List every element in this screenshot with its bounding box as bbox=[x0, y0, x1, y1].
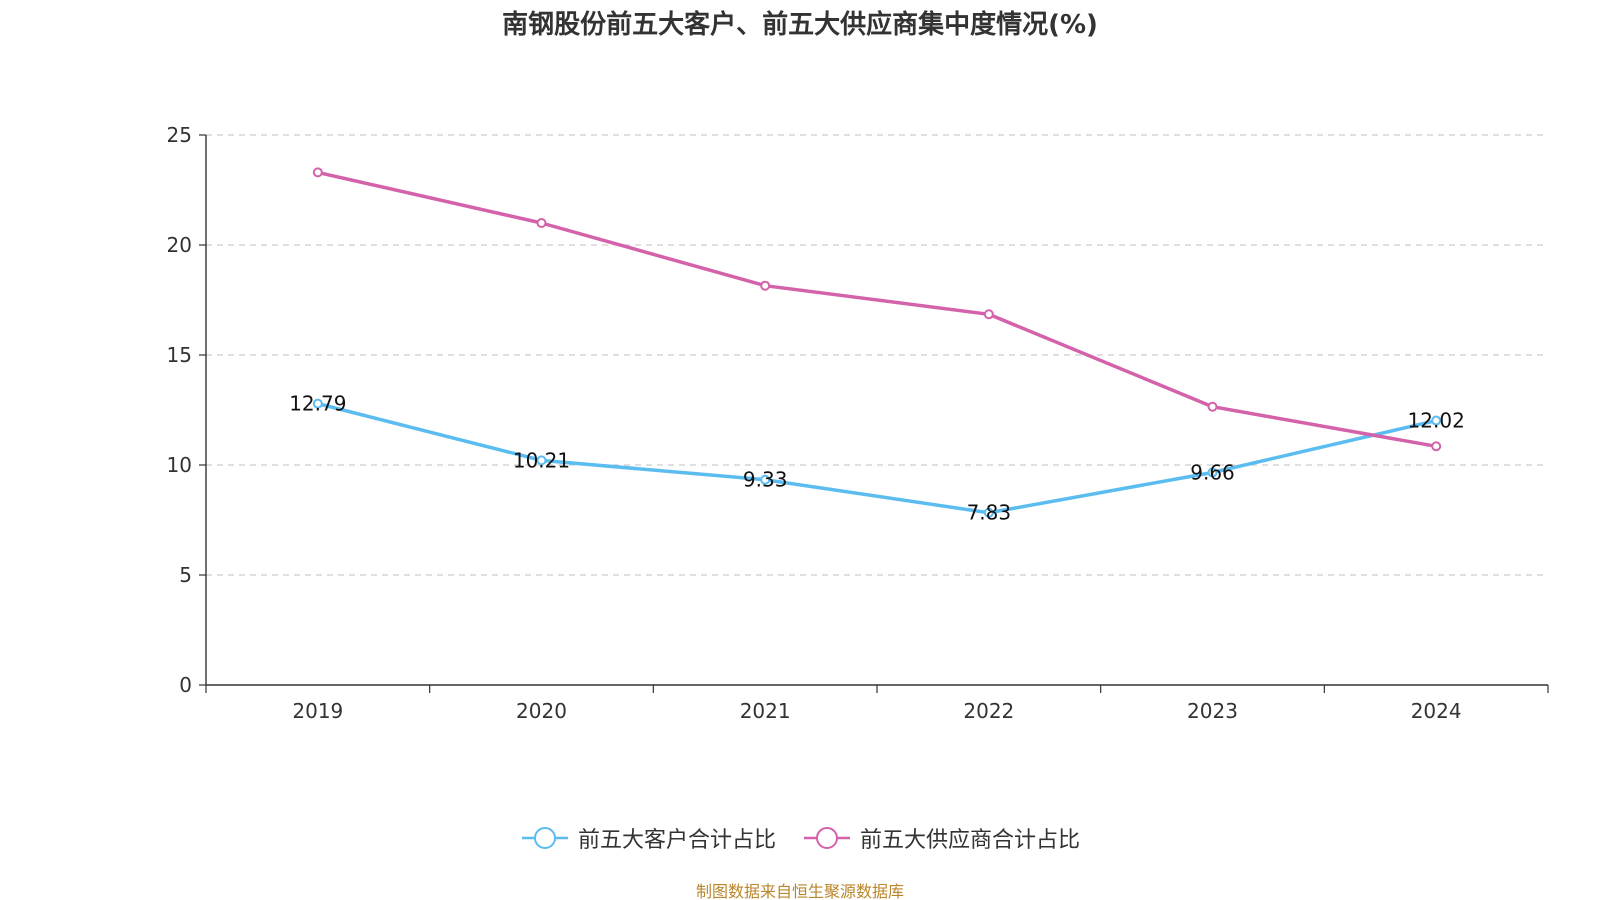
x-tick-label-2021: 2021 bbox=[740, 699, 791, 723]
series-layer bbox=[312, 167, 1442, 518]
x-tick-label-2022: 2022 bbox=[963, 699, 1014, 723]
data-label-series0-2019: 12.79 bbox=[289, 392, 346, 416]
grid-layer bbox=[206, 134, 1548, 576]
point-series0-2020 bbox=[536, 455, 547, 466]
point-series0-2022 bbox=[983, 507, 994, 518]
point-series0-2024 bbox=[1431, 415, 1442, 426]
legend-item-suppliers[interactable]: 前五大供应商合计占比 bbox=[802, 822, 1080, 854]
data-label-series0-2020: 10.21 bbox=[513, 448, 570, 472]
legend-label-customers: 前五大客户合计占比 bbox=[577, 828, 776, 853]
legend-item-customers[interactable]: 前五大客户合计占比 bbox=[520, 822, 776, 854]
label-layer: 12.79 10.21 9.33 7.83 9.66 12.02 bbox=[289, 392, 1465, 525]
legend-marker-suppliers bbox=[804, 827, 850, 849]
y-tick-label-10: 10 bbox=[167, 453, 192, 477]
legend-label-suppliers: 前五大供应商合计占比 bbox=[860, 828, 1081, 853]
y-tick-label-25: 25 bbox=[167, 123, 192, 147]
point-series0-2019 bbox=[312, 398, 323, 409]
legend-marker-customers bbox=[521, 827, 568, 849]
data-label-series0-2022: 7.83 bbox=[967, 501, 1012, 525]
point-series1-2019 bbox=[312, 167, 323, 178]
series-line-0 bbox=[317, 401, 1437, 515]
point-series1-2020 bbox=[536, 218, 547, 228]
data-label-series0-2023: 9.66 bbox=[1190, 460, 1235, 484]
source-note: 制图数据来自恒生聚源数据库 bbox=[695, 882, 904, 900]
point-series0-2021 bbox=[760, 474, 771, 485]
x-tick-label-2023: 2023 bbox=[1187, 699, 1238, 723]
point-series1-2023 bbox=[1207, 401, 1218, 412]
data-label-series0-2021: 9.33 bbox=[743, 468, 788, 492]
x-tick-label-2020: 2020 bbox=[516, 699, 567, 723]
series-line-1 bbox=[317, 170, 1437, 449]
x-tick-label-2019: 2019 bbox=[292, 699, 343, 723]
y-tick-label-0: 0 bbox=[179, 673, 192, 697]
axis-layer: 0 5 10 15 20 25 2019 2020 2021 2022 2023 2024 bbox=[167, 123, 1549, 723]
y-tick-label-20: 20 bbox=[167, 233, 192, 257]
legend: 前五大客户合计占比 前五大供应商合计占比 bbox=[0, 822, 1600, 854]
x-tick-label-2024: 2024 bbox=[1411, 699, 1462, 723]
point-series1-2022 bbox=[983, 309, 994, 320]
y-tick-label-15: 15 bbox=[167, 343, 192, 367]
chart-title: 南钢股份前五大客户、前五大供应商集中度情况(%) bbox=[502, 10, 1098, 40]
point-series1-2024 bbox=[1431, 441, 1442, 452]
point-series0-2023 bbox=[1207, 467, 1218, 478]
point-series1-2021 bbox=[760, 280, 771, 291]
data-label-series0-2024: 12.02 bbox=[1408, 409, 1465, 433]
y-tick-label-5: 5 bbox=[179, 563, 192, 587]
